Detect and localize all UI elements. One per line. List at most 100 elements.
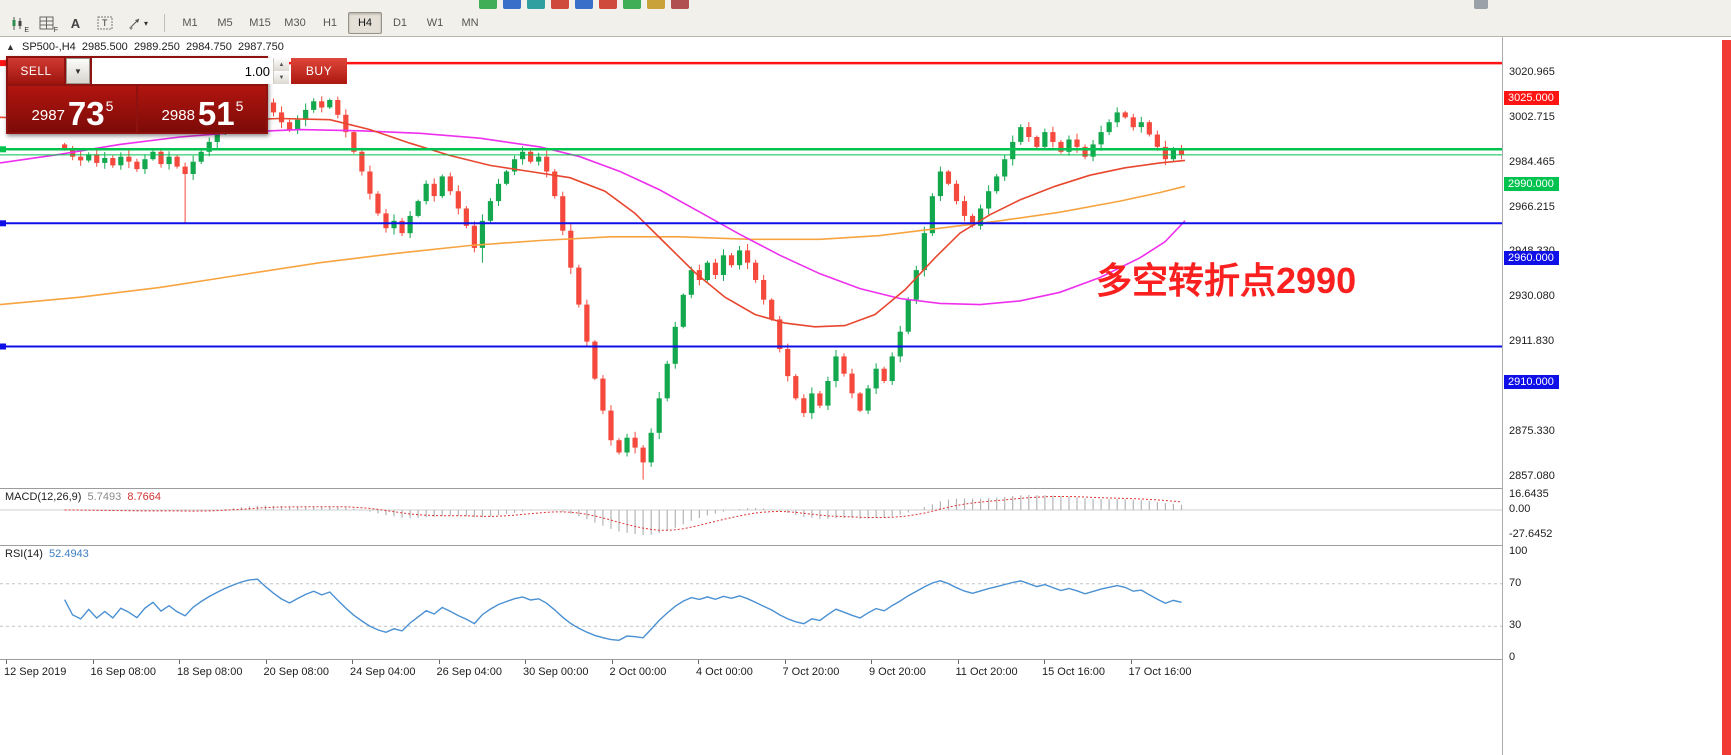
macd-value-main: 5.7493	[87, 491, 122, 503]
time-axis-label: 4 Oct 00:00	[696, 666, 753, 678]
chart-ohlc-header: ▲ SP500-,H4 2985.500 2989.250 2984.750 2…	[6, 41, 284, 53]
sell-button[interactable]: SELL	[8, 58, 64, 84]
price-scale-label: 2984.465	[1509, 155, 1555, 168]
volume-decrease-button[interactable]: ▼	[274, 71, 289, 84]
price-axis[interactable]: 3020.9653002.7152984.4652966.2152948.330…	[1502, 36, 1723, 755]
bid-pip-digit: 5	[105, 98, 114, 114]
trade-options-dropdown[interactable]: ▼	[66, 58, 90, 84]
chart-candles-icon[interactable]: E	[4, 12, 31, 34]
time-axis-label: 20 Sep 08:00	[263, 666, 329, 678]
timeframe-m30[interactable]: M30	[284, 17, 306, 29]
time-axis-tick	[525, 660, 526, 664]
time-axis-label: 18 Sep 08:00	[177, 666, 243, 678]
volume-increase-button[interactable]: ▲	[274, 58, 289, 71]
rsi-scale-label: 0	[1509, 651, 1516, 663]
ohlc-close: 2987.750	[237, 41, 284, 53]
time-axis-tick	[698, 660, 699, 664]
ma-medium-magenta	[0, 128, 1186, 306]
timeframe-m1[interactable]: M1	[182, 17, 198, 29]
ask-pip-digit: 5	[235, 98, 244, 114]
time-axis-tick	[92, 660, 94, 664]
rsi-scale-label: 100	[1509, 545, 1528, 557]
time-axis-label: 17 Oct 16:00	[1128, 666, 1192, 678]
toolbar-partial-icon[interactable]	[1474, 0, 1488, 9]
svg-text:T: T	[102, 18, 108, 28]
time-axis[interactable]: 12 Sep 2019 16 Sep 08:00 18 Sep 08:00 20 Se…	[0, 660, 1502, 686]
hline-price-badge: 2990.000	[1504, 177, 1559, 192]
main-price-chart[interactable]	[0, 36, 1502, 488]
hline-price-badge: 2910.000	[1504, 374, 1559, 389]
objects-glyph	[129, 18, 140, 29]
macd-value-signal: 8.7664	[127, 491, 161, 503]
toolbar-partial-icon[interactable]	[551, 0, 569, 9]
ohlc-high: 2989.250	[133, 41, 180, 53]
text-box-icon[interactable]: T	[91, 12, 118, 34]
one-click-trading-panel: SELL ▼ ▲ ▼ BUY 2987 73 5 2988 51 5	[6, 56, 347, 134]
right-edge-red-strip	[1722, 40, 1731, 755]
time-axis-tick	[6, 660, 7, 664]
price-scale-label: 2911.830	[1509, 335, 1555, 348]
objects-dropdown-icon[interactable]: ▾	[120, 12, 156, 34]
horizontal-lines-layer	[0, 60, 1502, 350]
rsi-line	[63, 578, 1182, 642]
panel-separator-macd-rsi[interactable]	[0, 545, 1722, 546]
toolbar-partial-icon[interactable]	[599, 0, 617, 9]
grid-icon[interactable]: F	[33, 12, 60, 34]
top-toolbar: E F A T ▾ M1 M5 M15 M30 H1 H4 D1 W1 MN	[0, 0, 1731, 37]
toolbar-partial-icon[interactable]	[527, 0, 545, 9]
rsi-name: RSI(14)	[5, 548, 43, 560]
timeframe-m15[interactable]: M15	[249, 17, 271, 29]
toolbar-partial-icon[interactable]	[503, 0, 521, 9]
toolbar-partial-icon[interactable]	[623, 0, 641, 9]
time-axis-label: 2 Oct 00:00	[609, 666, 667, 678]
panel-separator-rsi-timeaxis	[0, 659, 1722, 660]
panel-separator-main-macd[interactable]	[0, 488, 1722, 489]
time-axis-label: 24 Sep 04:00	[350, 666, 416, 678]
timeframe-w1[interactable]: W1	[426, 17, 444, 29]
time-axis-tick	[438, 660, 440, 664]
timeframe-h1[interactable]: H1	[322, 17, 338, 29]
toolbar-partial-icon[interactable]	[575, 0, 593, 9]
macd-label: MACD(12,26,9) 5.7493 8.7664	[5, 491, 161, 503]
timeframe-m5[interactable]: M5	[217, 17, 233, 29]
time-axis-tick	[1130, 660, 1132, 664]
bid-price-button[interactable]: 2987 73 5	[8, 86, 136, 132]
ask-prefix: 2988	[161, 107, 195, 124]
time-axis-tick	[871, 660, 872, 664]
timeframe-d1[interactable]: D1	[392, 17, 408, 29]
candles-layer	[62, 87, 1185, 480]
ohlc-collapse-icon[interactable]: ▲	[6, 42, 15, 52]
rsi-label: RSI(14) 52.4943	[5, 548, 89, 560]
time-axis-label: 30 Sep 00:00	[523, 666, 589, 678]
time-axis-label: 11 Oct 20:00	[955, 666, 1018, 678]
textbox-glyph: T	[97, 16, 112, 30]
price-scale-label: 2930.080	[1509, 290, 1555, 303]
time-axis-label: 15 Oct 16:00	[1042, 666, 1105, 678]
text-label-icon[interactable]: A	[70, 15, 81, 31]
timeframe-mn[interactable]: MN	[461, 17, 479, 29]
toolbar-partial-icon[interactable]	[479, 0, 497, 9]
time-axis-tick	[1044, 660, 1045, 664]
volume-input[interactable]	[92, 58, 273, 84]
rsi-indicator-chart[interactable]	[0, 546, 1502, 659]
time-axis-label: 12 Sep 2019	[4, 666, 67, 678]
buy-button[interactable]: BUY	[291, 58, 347, 84]
rsi-scale-label: 70	[1509, 576, 1522, 589]
macd-name: MACD(12,26,9)	[5, 491, 82, 503]
toolbar-partial-icon[interactable]	[671, 0, 689, 9]
macd-indicator-chart[interactable]	[0, 489, 1502, 545]
timeframe-h4[interactable]: H4	[348, 12, 382, 34]
macd-scale-label: -27.6452	[1509, 528, 1553, 540]
price-scale-label: 2966.215	[1509, 200, 1555, 213]
time-axis-label: 26 Sep 04:00	[436, 666, 502, 678]
price-scale-label: 2857.080	[1509, 469, 1555, 482]
toolbar-partial-icon[interactable]	[647, 0, 665, 9]
symbol-period-label: SP500-,H4	[21, 41, 76, 53]
macd-signal-line	[64, 496, 1182, 531]
candles-glyph	[12, 16, 21, 30]
ask-price-button[interactable]: 2988 51 5	[138, 86, 266, 132]
time-axis-label: 9 Oct 20:00	[869, 666, 926, 678]
chart-text-annotation[interactable]: 多空转折点2990	[1096, 260, 1357, 301]
time-axis-tick	[784, 660, 786, 664]
time-axis-tick	[352, 660, 353, 664]
